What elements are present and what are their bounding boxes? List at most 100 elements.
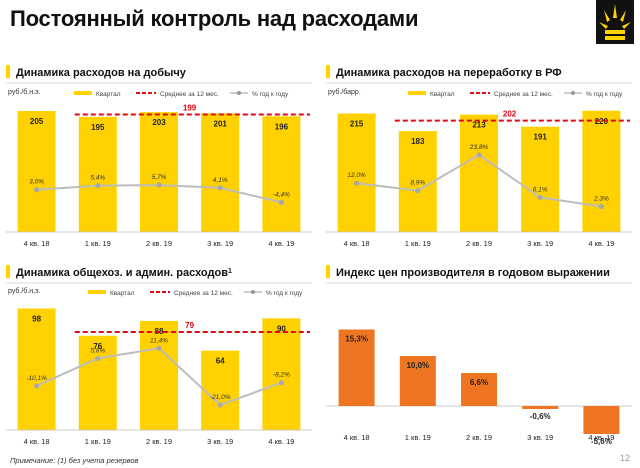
legend-bar-swatch xyxy=(74,91,92,95)
legend-pct-marker xyxy=(237,91,241,95)
bar-value-label: 98 xyxy=(32,314,41,323)
sga-cost-chart: Динамика общехоз. и админ. расходов1 руб.… xyxy=(6,262,312,452)
bar-1 кв. 19 xyxy=(398,131,437,232)
category-label: 2 кв. 19 xyxy=(146,437,172,446)
bar-3 кв. 19 xyxy=(201,350,240,430)
pct-label: 5,7% xyxy=(152,174,167,181)
bar-2 кв. 19 xyxy=(140,112,178,232)
legend-pct-label: % год к году xyxy=(586,91,623,98)
category-label: 4 кв. 18 xyxy=(344,433,370,442)
pct-point xyxy=(34,383,40,389)
pct-point xyxy=(415,188,421,194)
category-label: 2 кв. 19 xyxy=(466,433,492,442)
category-label: 4 кв. 19 xyxy=(588,433,614,442)
pct-point xyxy=(95,355,101,362)
bar-4 кв. 19 xyxy=(262,318,301,430)
logo-icon xyxy=(596,0,634,44)
legend-avg-label: Среднее за 12 мес. xyxy=(494,91,553,98)
ppi-chart: Индекс цен производителя в годовом выраж… xyxy=(326,262,632,452)
pct-label: 12,0% xyxy=(347,172,366,179)
category-label: 1 кв. 19 xyxy=(405,433,431,442)
pct-point xyxy=(156,182,162,188)
category-label: 2 кв. 19 xyxy=(466,239,492,248)
bar-value-label: 183 xyxy=(411,137,425,146)
pct-point xyxy=(278,380,284,386)
page-number: 12 xyxy=(619,453,630,463)
category-label: 3 кв. 19 xyxy=(207,437,233,446)
bar-value-label: 64 xyxy=(216,357,225,366)
chart-title: Индекс цен производителя в годовом выраж… xyxy=(336,267,610,279)
category-label: 1 кв. 19 xyxy=(85,239,111,248)
bar-2 кв. 19 xyxy=(140,320,178,430)
bar-3 кв. 19 xyxy=(522,406,559,409)
pct-label: -10,1% xyxy=(26,375,47,382)
category-label: 2 кв. 19 xyxy=(146,239,172,248)
footnote: Примечание: (1) без учета резервов xyxy=(10,456,139,465)
unit-label: руб./б.н.э. xyxy=(8,287,41,295)
pct-label: -8,2% xyxy=(273,372,290,379)
pct-point xyxy=(217,185,223,191)
unit-label: руб./барр. xyxy=(328,88,361,96)
sga-cost-chart-svg: Динамика общехоз. и админ. расходов1 руб.… xyxy=(6,265,312,446)
bar-4 кв. 19 xyxy=(583,406,620,434)
legend-pct-label: % год к году xyxy=(252,91,289,98)
bar-value-label: 76 xyxy=(93,342,102,351)
title-accent-bar xyxy=(326,65,330,78)
refining-cost-chart-svg: Динамика расходов на переработку в РФ руб… xyxy=(326,65,632,248)
pct-label: 11,4% xyxy=(150,337,168,344)
pct-point xyxy=(34,187,40,193)
category-label: 3 кв. 19 xyxy=(527,239,553,248)
legend-bar-swatch xyxy=(88,290,106,294)
pct-label: 2,3% xyxy=(593,195,609,202)
unit-label: руб./б.н.э. xyxy=(8,88,41,96)
category-label: 3 кв. 19 xyxy=(527,433,553,442)
legend-bar-swatch xyxy=(408,91,426,95)
bar-4 кв. 19 xyxy=(262,116,301,232)
category-label: 4 кв. 18 xyxy=(24,239,50,248)
pct-label: 5,4% xyxy=(90,175,105,182)
avg-label: 79 xyxy=(185,321,194,330)
legend-bar-label: Квартал xyxy=(110,290,135,297)
category-label: 4 кв. 19 xyxy=(588,239,614,248)
ppi-chart-svg: Индекс цен производителя в годовом выраж… xyxy=(326,265,632,446)
page-title: Постоянный контроль над расходами xyxy=(10,6,419,31)
bar-3 кв. 19 xyxy=(521,126,560,232)
pct-point xyxy=(156,345,162,351)
pct-point xyxy=(537,194,543,200)
chart-title: Динамика расходов на добычу xyxy=(16,67,187,79)
category-label: 4 кв. 18 xyxy=(344,239,370,248)
bar-4 кв. 18 xyxy=(337,113,376,232)
pct-point xyxy=(598,203,604,210)
bar-value-label: 201 xyxy=(214,119,228,128)
bar-value-label: 203 xyxy=(152,118,166,127)
category-label: 1 кв. 19 xyxy=(85,437,111,446)
title-accent-bar xyxy=(6,65,10,78)
pct-point xyxy=(217,402,223,408)
avg-label: 199 xyxy=(183,103,197,112)
legend-bar-label: Квартал xyxy=(430,91,455,98)
bar-1 кв. 19 xyxy=(78,335,117,430)
bar-value-label: 15,3% xyxy=(345,335,368,344)
production-cost-chart-svg: Динамика расходов на добычу руб./б.н.э. Кв… xyxy=(6,65,312,248)
pct-label: 6,1% xyxy=(533,186,548,193)
legend-avg-label: Среднее за 12 мес. xyxy=(174,290,233,297)
title-accent-bar xyxy=(326,265,330,278)
bar-value-label: 6,6% xyxy=(470,378,488,387)
pct-point xyxy=(476,152,482,158)
chart-title: Динамика общехоз. и админ. расходов1 xyxy=(16,267,232,279)
category-label: 4 кв. 19 xyxy=(268,437,294,446)
pct-label: 23,8% xyxy=(469,144,489,151)
chart-title: Динамика расходов на переработку в РФ xyxy=(336,67,562,79)
pct-label: -21,0% xyxy=(210,394,231,401)
legend-avg-label: Среднее за 12 мес. xyxy=(160,91,219,98)
bar-4 кв. 19 xyxy=(582,110,621,232)
pct-label: 3,0% xyxy=(29,179,44,186)
bar-value-label: 90 xyxy=(277,324,286,333)
legend-pct-marker xyxy=(571,91,575,95)
bar-value-label: 213 xyxy=(472,121,486,130)
category-label: 4 кв. 19 xyxy=(268,239,294,248)
avg-label: 202 xyxy=(503,110,517,119)
legend-bar-label: Квартал xyxy=(96,91,121,98)
bar-4 кв. 18 xyxy=(17,308,56,430)
title-accent-bar xyxy=(6,265,10,278)
